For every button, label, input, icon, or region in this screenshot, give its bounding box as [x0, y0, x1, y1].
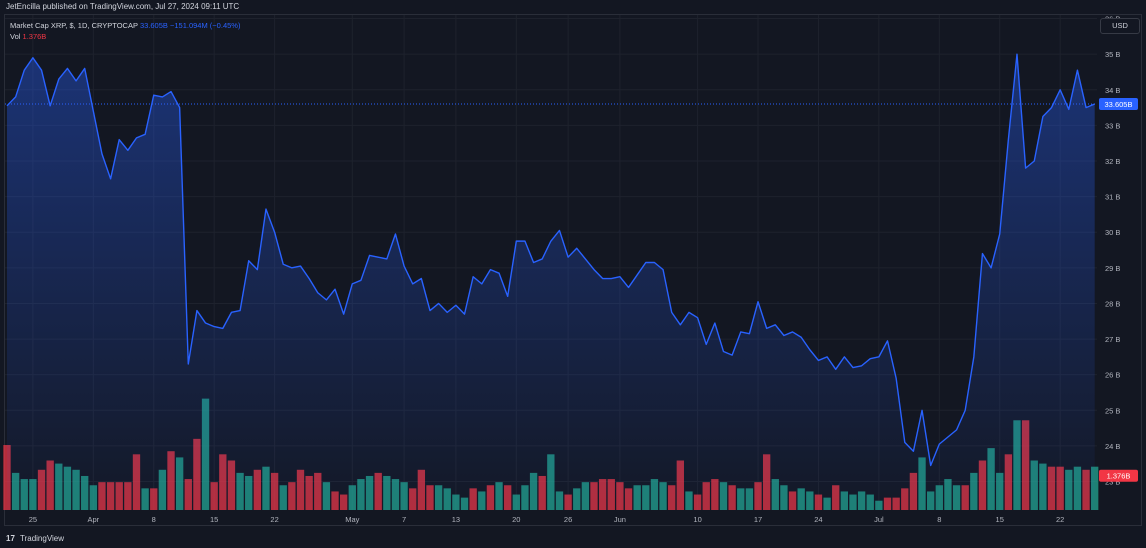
x-tick-label: 7 [402, 515, 406, 524]
x-tick-label: 22 [1056, 515, 1064, 524]
current-volume-badge [1099, 469, 1138, 482]
x-tick-label: 15 [996, 515, 1004, 524]
legend-change: −151.094M (−0.45%) [169, 21, 241, 30]
legend-series-row: Market Cap XRP, $, 1D, CRYPTOCAP 33.605B… [10, 20, 240, 31]
legend-volume-value: 1.376B [22, 32, 47, 41]
y-tick-label: 35 B [1105, 50, 1120, 59]
x-tick-label: 25 [29, 515, 37, 524]
x-tick-label: 8 [937, 515, 941, 524]
x-tick-label: 26 [564, 515, 572, 524]
chart-frame [4, 14, 1142, 526]
y-tick-label: 34 B [1105, 86, 1120, 95]
legend-volume-label: Vol [10, 32, 21, 41]
current-price-badge [1099, 98, 1138, 111]
y-tick-label: 29 B [1105, 264, 1120, 273]
y-tick-label: 23 B [1105, 478, 1120, 487]
current-volume-label: 1.376B [1107, 472, 1131, 481]
x-tick-label: Jun [614, 515, 626, 524]
x-tick-label: 20 [512, 515, 520, 524]
y-tick-label: 31 B [1105, 193, 1120, 202]
y-tick-label: 33 B [1105, 121, 1120, 130]
y-tick-label: 32 B [1105, 157, 1120, 166]
tradingview-logo-icon: 17 [6, 534, 15, 543]
x-tick-label: 17 [754, 515, 762, 524]
publish-info: JetEncilla published on TradingView.com,… [6, 2, 240, 11]
x-tick-label: 15 [210, 515, 218, 524]
y-tick-label: 24 B [1105, 442, 1120, 451]
x-tick-label: 24 [814, 515, 822, 524]
footer: 17 TradingView [0, 528, 1146, 548]
price-area [7, 54, 1095, 511]
y-tick-label: 25 B [1105, 406, 1120, 415]
y-tick-label: 27 B [1105, 335, 1120, 344]
legend-series-label: Market Cap XRP, $, 1D, CRYPTOCAP [10, 21, 138, 30]
x-tick-label: Apr [87, 515, 99, 524]
x-tick-label: 13 [452, 515, 460, 524]
x-tick-label: Jul [874, 515, 884, 524]
chart-legend: Market Cap XRP, $, 1D, CRYPTOCAP 33.605B… [10, 20, 240, 42]
y-tick-label: 26 B [1105, 371, 1120, 380]
currency-button[interactable]: USD [1100, 18, 1140, 34]
legend-last-value: 33.605B [139, 21, 168, 30]
footer-brand: TradingView [20, 534, 65, 543]
x-tick-label: 10 [693, 515, 701, 524]
x-tick-label: 8 [152, 515, 156, 524]
current-price-label: 33.605B [1105, 100, 1133, 109]
x-tick-label: May [345, 515, 359, 524]
price-line [6, 53, 1095, 467]
x-tick-label: 22 [270, 515, 278, 524]
volume-bar [1091, 466, 1099, 510]
legend-volume-row: Vol 1.376B [10, 31, 240, 42]
y-tick-label: 30 B [1105, 228, 1120, 237]
y-tick-label: 28 B [1105, 299, 1120, 308]
publish-header: JetEncilla published on TradingView.com,… [0, 0, 1146, 14]
